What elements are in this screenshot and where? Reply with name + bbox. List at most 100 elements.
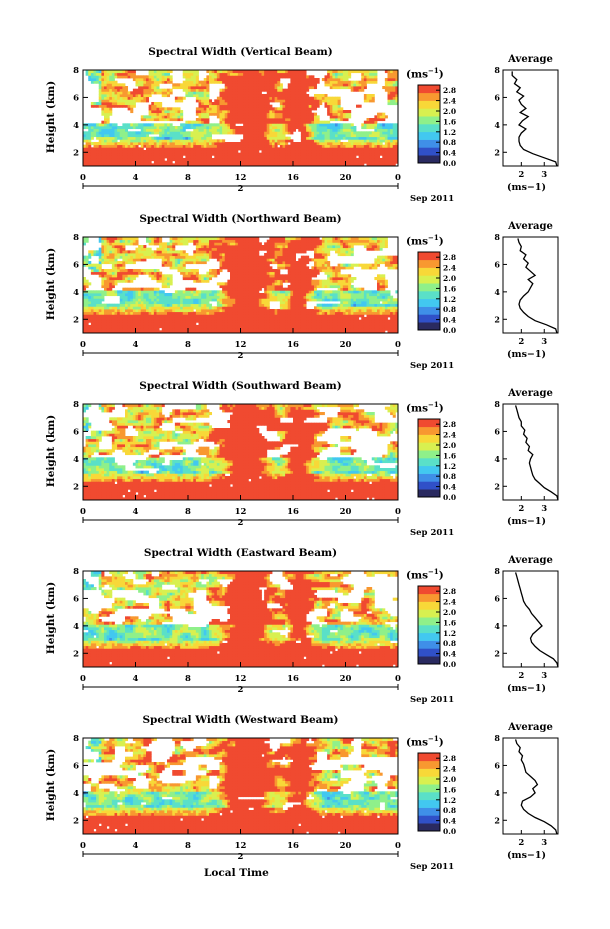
- heatmap-cell: [345, 142, 349, 146]
- heatmap-cell: [169, 279, 173, 283]
- heatmap-cell: [146, 123, 150, 127]
- heatmap-cell: [261, 80, 265, 84]
- heatmap-cell: [111, 144, 115, 148]
- heatmap-cell: [193, 303, 197, 307]
- heatmap-cell: [167, 118, 171, 122]
- heatmap-cell: [274, 96, 278, 100]
- heatmap-cell: [342, 142, 346, 146]
- heatmap-cell: [114, 99, 118, 103]
- heatmap-cell: [340, 72, 344, 76]
- heatmap-cell: [198, 309, 202, 313]
- heatmap-cell: [146, 83, 150, 87]
- heatmap-cell: [203, 327, 207, 331]
- heatmap-cell: [151, 78, 155, 82]
- heatmap-cell: [156, 91, 160, 95]
- heatmap-cell: [83, 295, 87, 299]
- heatmap-cell: [206, 83, 210, 87]
- heatmap-cell: [83, 131, 87, 135]
- heatmap-cell: [117, 327, 121, 331]
- heatmap-cell: [177, 152, 181, 156]
- heatmap-cell: [140, 245, 144, 249]
- heatmap-cell: [93, 330, 97, 334]
- heatmap-cell: [232, 112, 236, 116]
- heatmap-cell: [93, 327, 97, 331]
- heatmap-cell: [216, 327, 220, 331]
- heatmap-cell: [190, 72, 194, 76]
- heatmap-cell: [96, 271, 100, 275]
- heatmap-cell: [387, 131, 391, 135]
- heatmap-cell: [114, 309, 118, 313]
- heatmap-cell: [387, 88, 391, 92]
- heatmap-cell: [319, 136, 323, 140]
- heatmap-cell: [203, 155, 207, 159]
- heatmap-cell: [245, 150, 249, 154]
- heatmap-cell: [132, 269, 136, 273]
- heatmap-cell: [277, 112, 281, 116]
- heatmap-cell: [161, 112, 165, 116]
- heatmap-cell: [240, 104, 244, 108]
- heatmap-cell: [206, 245, 210, 249]
- date-label: Sep 2011: [410, 194, 455, 204]
- heatmap-cell: [314, 150, 318, 154]
- heatmap-cell: [88, 160, 92, 164]
- heatmap-cell: [119, 152, 123, 156]
- heatmap-cell: [206, 123, 210, 127]
- heatmap-cell: [230, 72, 234, 76]
- heatmap-cell: [111, 80, 115, 84]
- heatmap-cell: [153, 147, 157, 151]
- heatmap-cell: [169, 314, 173, 318]
- heatmap-cell: [111, 99, 115, 103]
- heatmap-cell: [193, 325, 197, 329]
- heatmap-cell: [188, 123, 192, 127]
- heatmap-cell: [127, 237, 131, 241]
- heatmap-cell: [169, 128, 173, 132]
- heatmap-cell: [106, 271, 110, 275]
- heatmap-cell: [169, 163, 173, 167]
- heatmap-cell: [256, 112, 260, 116]
- heatmap-cell: [130, 131, 134, 135]
- heatmap-cell: [174, 239, 178, 243]
- heatmap-cell: [83, 311, 87, 315]
- heatmap-cell: [125, 131, 129, 135]
- heatmap-cell: [295, 120, 299, 124]
- heatmap-cell: [106, 94, 110, 98]
- heatmap-cell: [211, 250, 215, 254]
- heatmap-cell: [264, 88, 268, 92]
- heatmap-cell: [188, 80, 192, 84]
- heatmap-cell: [174, 301, 178, 305]
- heatmap-cell: [237, 126, 241, 130]
- heatmap-cell: [337, 131, 341, 135]
- heatmap-cell: [177, 237, 181, 241]
- heatmap-cell: [164, 253, 168, 257]
- heatmap-cell: [243, 112, 247, 116]
- heatmap-cell: [219, 155, 223, 159]
- heatmap-cell: [148, 142, 152, 146]
- heatmap-cell: [374, 152, 378, 156]
- heatmap-cell: [161, 309, 165, 313]
- heatmap-cell: [195, 150, 199, 154]
- heatmap-cell: [85, 160, 89, 164]
- heatmap-cell: [148, 115, 152, 119]
- heatmap-cell: [369, 150, 373, 154]
- heatmap-cell: [258, 131, 262, 135]
- heatmap-cell: [83, 293, 87, 297]
- heatmap-cell: [316, 131, 320, 135]
- heatmap-cell: [216, 152, 220, 156]
- heatmap-cell: [348, 155, 352, 159]
- heatmap-cell: [114, 155, 118, 159]
- heatmap-cell: [387, 123, 391, 127]
- heatmap-cell: [274, 142, 278, 146]
- heatmap-cell: [203, 115, 207, 119]
- heatmap-cell: [143, 158, 147, 162]
- heatmap-cell: [300, 118, 304, 122]
- heatmap-cell: [316, 104, 320, 108]
- heatmap-cell: [277, 134, 281, 138]
- heatmap-cell: [161, 88, 165, 92]
- heatmap-cell: [101, 72, 105, 76]
- heatmap-cell: [159, 163, 163, 167]
- heatmap-cell: [164, 327, 168, 331]
- colorbar-unit-label: (ms−1): [406, 66, 444, 81]
- heatmap-cell: [104, 239, 108, 243]
- heatmap-cell: [159, 330, 163, 334]
- heatmap-cell: [127, 319, 131, 323]
